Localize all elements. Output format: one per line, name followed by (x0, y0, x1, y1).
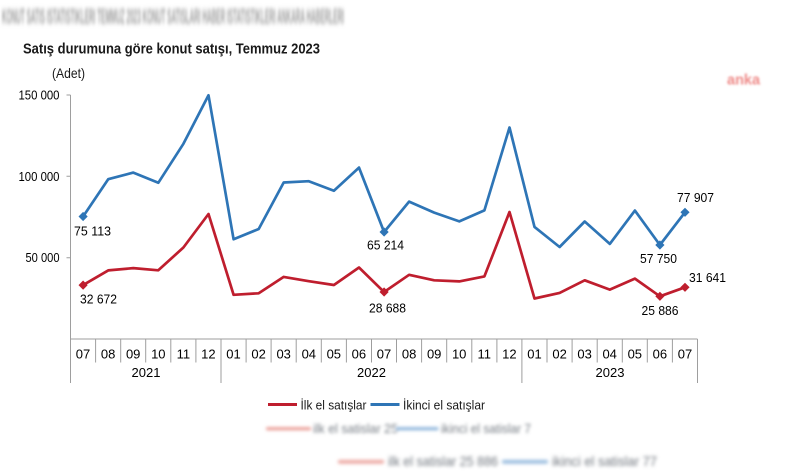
svg-text:09: 09 (126, 347, 140, 362)
svg-text:06: 06 (653, 347, 667, 362)
svg-text:05: 05 (327, 347, 341, 362)
svg-text:01: 01 (226, 347, 240, 362)
svg-text:150 000: 150 000 (19, 88, 60, 103)
svg-text:ilk el satislar 25 886: ilk el satislar 25 886 (388, 453, 498, 469)
svg-text:10: 10 (151, 347, 165, 362)
svg-text:08: 08 (101, 347, 115, 362)
svg-text:Satış durumuna göre konut satı: Satış durumuna göre konut satışı, Temmuz… (23, 42, 320, 58)
svg-text:10: 10 (452, 347, 466, 362)
svg-text:12: 12 (201, 347, 215, 362)
svg-text:02: 02 (251, 347, 265, 362)
svg-text:06: 06 (352, 347, 366, 362)
svg-text:07: 07 (678, 347, 692, 362)
svg-text:57 750: 57 750 (640, 251, 677, 266)
svg-text:32 672: 32 672 (80, 291, 117, 306)
svg-text:04: 04 (602, 347, 616, 362)
svg-text:12: 12 (502, 347, 516, 362)
svg-text:65 214: 65 214 (367, 238, 404, 253)
svg-text:01: 01 (527, 347, 541, 362)
svg-text:07: 07 (377, 347, 391, 362)
svg-text:04: 04 (302, 347, 316, 362)
svg-text:50 000: 50 000 (26, 250, 60, 265)
svg-text:ikinci el satislar 77: ikinci el satislar 77 (552, 453, 657, 469)
svg-text:11: 11 (177, 347, 191, 362)
svg-text:2021: 2021 (132, 365, 161, 380)
svg-text:05: 05 (628, 347, 642, 362)
svg-text:2022: 2022 (357, 365, 386, 380)
svg-text:anka: anka (727, 73, 761, 89)
svg-text:2023: 2023 (596, 365, 625, 380)
svg-text:08: 08 (402, 347, 416, 362)
svg-text:03: 03 (577, 347, 591, 362)
svg-text:03: 03 (276, 347, 290, 362)
svg-text:09: 09 (427, 347, 441, 362)
svg-text:İkinci el satışlar: İkinci el satışlar (403, 398, 486, 413)
svg-text:ilk el satislar 25: ilk el satislar 25 (313, 421, 398, 436)
svg-text:11: 11 (478, 347, 492, 362)
svg-text:100 000: 100 000 (19, 169, 60, 184)
svg-text:31 641: 31 641 (689, 270, 726, 285)
svg-text:75 113: 75 113 (74, 224, 111, 239)
svg-text:İlk el satışlar: İlk el satışlar (301, 398, 368, 413)
svg-text:(Adet): (Adet) (52, 65, 85, 81)
svg-text:KONUT SATIS ISTATISTIKLERI TEM: KONUT SATIS ISTATISTIKLERI TEMMUZ 2023 K… (2, 6, 344, 29)
svg-text:02: 02 (552, 347, 566, 362)
svg-text:77 907: 77 907 (677, 190, 714, 205)
svg-text:25 886: 25 886 (642, 303, 679, 318)
svg-text:ikinci el satislar 7: ikinci el satislar 7 (441, 421, 531, 436)
svg-text:28 688: 28 688 (369, 300, 406, 315)
svg-text:07: 07 (76, 347, 90, 362)
